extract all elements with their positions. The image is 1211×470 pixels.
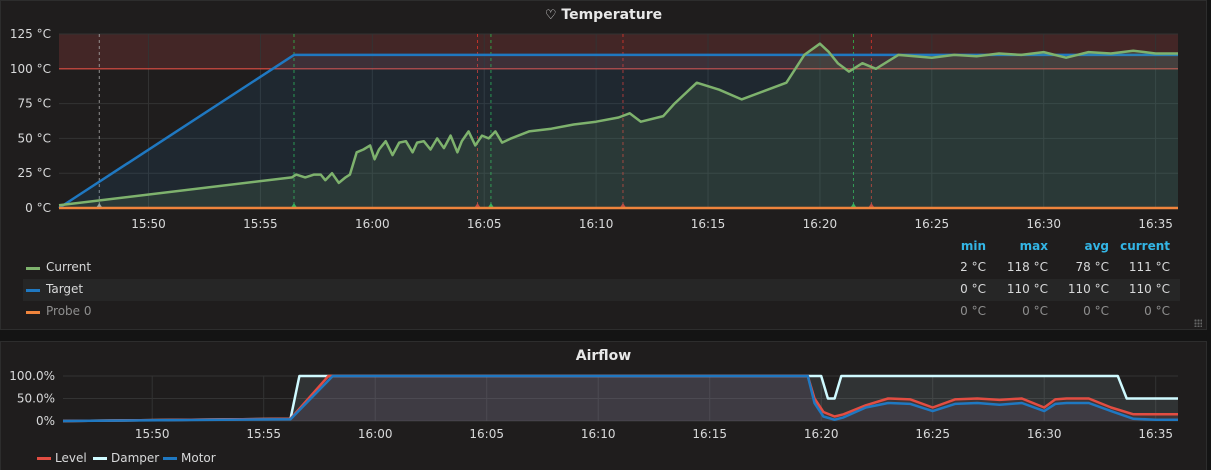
legend-max: 0 °C [1022, 304, 1048, 318]
x-tick-label: 16:10 [581, 427, 616, 441]
legend-min: 0 °C [960, 304, 986, 318]
x-tick-label: 15:55 [243, 217, 278, 231]
legend-row-target[interactable]: Target 0 °C 110 °C 110 °C 110 °C [23, 279, 1180, 301]
legend-name-level: Level [55, 451, 87, 465]
legend-row-probe-0[interactable]: Probe 0 0 °C 0 °C 0 °C 0 °C [23, 301, 1180, 323]
legend-max: 110 °C [1006, 282, 1048, 296]
legend-item-level[interactable]: Level [37, 451, 87, 465]
y-tick-label: 100 °C [10, 62, 51, 76]
x-tick-label: 16:35 [1138, 217, 1173, 231]
legend-header-avg[interactable]: avg [1084, 239, 1109, 253]
y-tick-label: 25 °C [18, 166, 51, 180]
x-tick-label: 16:20 [803, 217, 838, 231]
heart-icon: ♡ [544, 8, 557, 23]
legend-header-current[interactable]: current [1120, 239, 1170, 253]
x-tick-label: 16:05 [467, 217, 502, 231]
legend-current: 111 °C [1128, 260, 1170, 274]
legend-current: 0 °C [1144, 304, 1170, 318]
legend-header-max[interactable]: max [1019, 239, 1048, 253]
y-tick-label: 0 °C [25, 201, 51, 215]
legend-swatch-damper [93, 457, 107, 460]
legend-name-probe-0: Probe 0 [46, 304, 92, 318]
legend-swatch-current [26, 267, 40, 270]
x-tick-label: 16:25 [915, 217, 950, 231]
x-tick-label: 16:10 [579, 217, 614, 231]
legend-max: 118 °C [1006, 260, 1048, 274]
x-tick-label: 16:25 [915, 427, 950, 441]
temperature-panel: ♡ Temperature 0 °C 25 °C 50 °C 75 °C 100 °C 1… [0, 0, 1207, 330]
panel-title[interactable]: ♡ Temperature [1, 7, 1206, 23]
legend-avg: 0 °C [1083, 304, 1109, 318]
legend-swatch-level [37, 457, 51, 460]
x-tick-label: 16:05 [469, 427, 504, 441]
legend-item-motor[interactable]: Motor [163, 451, 216, 465]
legend-current: 110 °C [1128, 282, 1170, 296]
legend-min: 2 °C [960, 260, 986, 274]
x-tick-label: 16:20 [804, 427, 839, 441]
series-area-current [59, 43, 1178, 209]
airflow-chart[interactable]: 0% 50.0% 100.0% 15:50 15:55 16:00 16:05 16:10 16… [1, 342, 1208, 448]
series-area-damper [63, 376, 1178, 421]
x-tick-label: 16:30 [1027, 427, 1062, 441]
x-tick-label: 16:15 [691, 217, 726, 231]
legend-header-min[interactable]: min [960, 239, 986, 253]
y-tick-label: 100.0% [9, 369, 55, 383]
legend-row-current[interactable]: Current 2 °C 118 °C 78 °C 111 °C [23, 257, 1180, 279]
legend-swatch-target [26, 289, 40, 292]
temperature-chart[interactable]: 0 °C 25 °C 50 °C 75 °C 100 °C 125 °C 15:50 15:5… [1, 1, 1208, 233]
x-tick-label: 16:00 [358, 427, 393, 441]
x-tick-label: 15:55 [246, 427, 281, 441]
x-tick-label: 16:30 [1026, 217, 1061, 231]
series-area-target [59, 54, 1178, 209]
legend-swatch-motor [163, 457, 177, 460]
legend-name-current: Current [46, 260, 92, 274]
x-tick-label: 16:15 [692, 427, 727, 441]
y-tick-label: 125 °C [10, 27, 51, 41]
y-tick-label: 50 °C [18, 131, 51, 145]
airflow-panel: Airflow 0% 50.0% 100.0% 15:50 15:55 16:00 16:0… [0, 341, 1207, 470]
legend-swatch-probe-0 [26, 311, 40, 314]
legend-name-motor: Motor [181, 451, 216, 465]
threshold-band [59, 34, 1178, 69]
y-tick-label: 0% [36, 414, 55, 428]
series-line-motor [62, 374, 1178, 423]
series-line-damper [62, 374, 1178, 423]
series-line-current [58, 42, 1178, 207]
x-tick-label: 16:00 [355, 217, 390, 231]
series-area-level [63, 376, 1178, 421]
x-tick-label: 15:50 [135, 427, 170, 441]
legend-name-target: Target [46, 282, 84, 296]
panel-title[interactable]: Airflow [575, 348, 632, 364]
legend-avg: 78 °C [1075, 260, 1109, 274]
legend-min: 0 °C [960, 282, 986, 296]
legend-name-damper: Damper [111, 451, 160, 465]
y-tick-label: 50.0% [17, 392, 55, 406]
series-area-motor [63, 376, 1178, 421]
y-tick-label: 75 °C [18, 97, 51, 111]
legend-item-damper[interactable]: Damper [93, 451, 159, 465]
x-tick-label: 16:35 [1138, 427, 1173, 441]
x-tick-label: 15:50 [131, 217, 166, 231]
temperature-title: Temperature [561, 7, 663, 23]
series-line-target [58, 53, 1178, 210]
legend-avg: 110 °C [1067, 282, 1109, 296]
resize-handle[interactable] [1194, 319, 1202, 327]
